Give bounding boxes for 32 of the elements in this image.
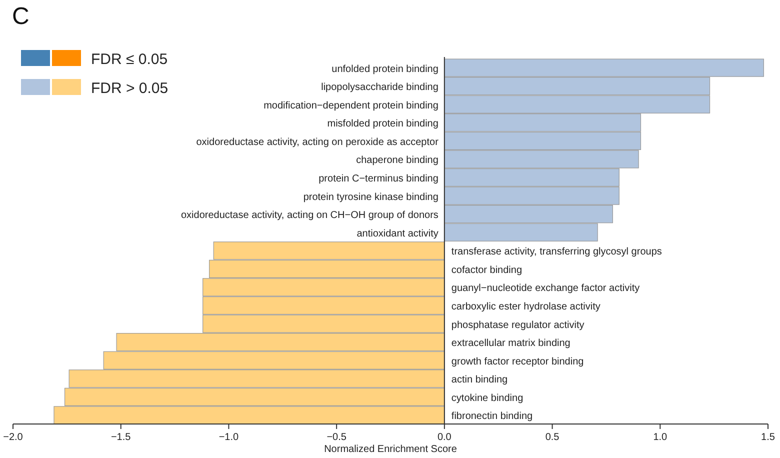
- y-tick-label: unfolded protein binding: [332, 64, 438, 75]
- y-tick-label: carboxylic ester hydrolase activity: [451, 302, 600, 313]
- x-tick-label: 0.5: [545, 432, 560, 443]
- x-tick-label: −1.5: [110, 432, 132, 443]
- x-tick-label: 1.5: [761, 432, 776, 443]
- x-tick-label: 0.0: [437, 432, 452, 443]
- y-tick-label: cytokine binding: [451, 392, 524, 404]
- y-tick-label: oxidoreductase activity, acting on peroxide as acceptor: [196, 136, 440, 148]
- y-tick-label: phosphatase regulator activity: [451, 320, 584, 331]
- legend-label: FDR > 0.05: [91, 80, 168, 97]
- x-tick-label: −0.5: [326, 432, 347, 443]
- y-tick-label: transferase activity, transferring glycosyl groups: [451, 246, 662, 258]
- chart-title: C: [12, 3, 30, 30]
- legend-label: FDR ≤ 0.05: [91, 51, 168, 68]
- y-tick-label: actin binding: [451, 374, 508, 386]
- y-tick-label: lipopolysaccharide binding: [321, 82, 438, 94]
- x-axis-title: Normalized Enrichment Score: [324, 444, 458, 455]
- y-tick-label: guanyl−nucleotide exchange factor activity: [451, 283, 640, 294]
- y-tick-label: misfolded protein binding: [327, 118, 438, 130]
- y-tick-label: protein C−terminus binding: [318, 173, 438, 184]
- y-tick-label: extracellular matrix binding: [451, 338, 570, 350]
- y-tick-label: oxidoreductase activity, acting on CH−OH group of donors: [180, 210, 438, 222]
- y-tick-label: growth factor receptor binding: [451, 356, 584, 368]
- y-tick-label: chaperone binding: [356, 155, 438, 166]
- x-tick-label: −1.0: [218, 432, 240, 443]
- x-tick-label: 1.0: [653, 432, 668, 443]
- y-tick-label: antioxidant activity: [356, 228, 438, 240]
- y-tick-label: modification−dependent protein binding: [264, 100, 438, 112]
- y-tick-label: fibronectin binding: [451, 411, 533, 422]
- y-tick-label: cofactor binding: [451, 264, 522, 276]
- x-tick-label: −2.0: [3, 432, 24, 443]
- y-tick-label: protein tyrosine kinase binding: [303, 192, 438, 203]
